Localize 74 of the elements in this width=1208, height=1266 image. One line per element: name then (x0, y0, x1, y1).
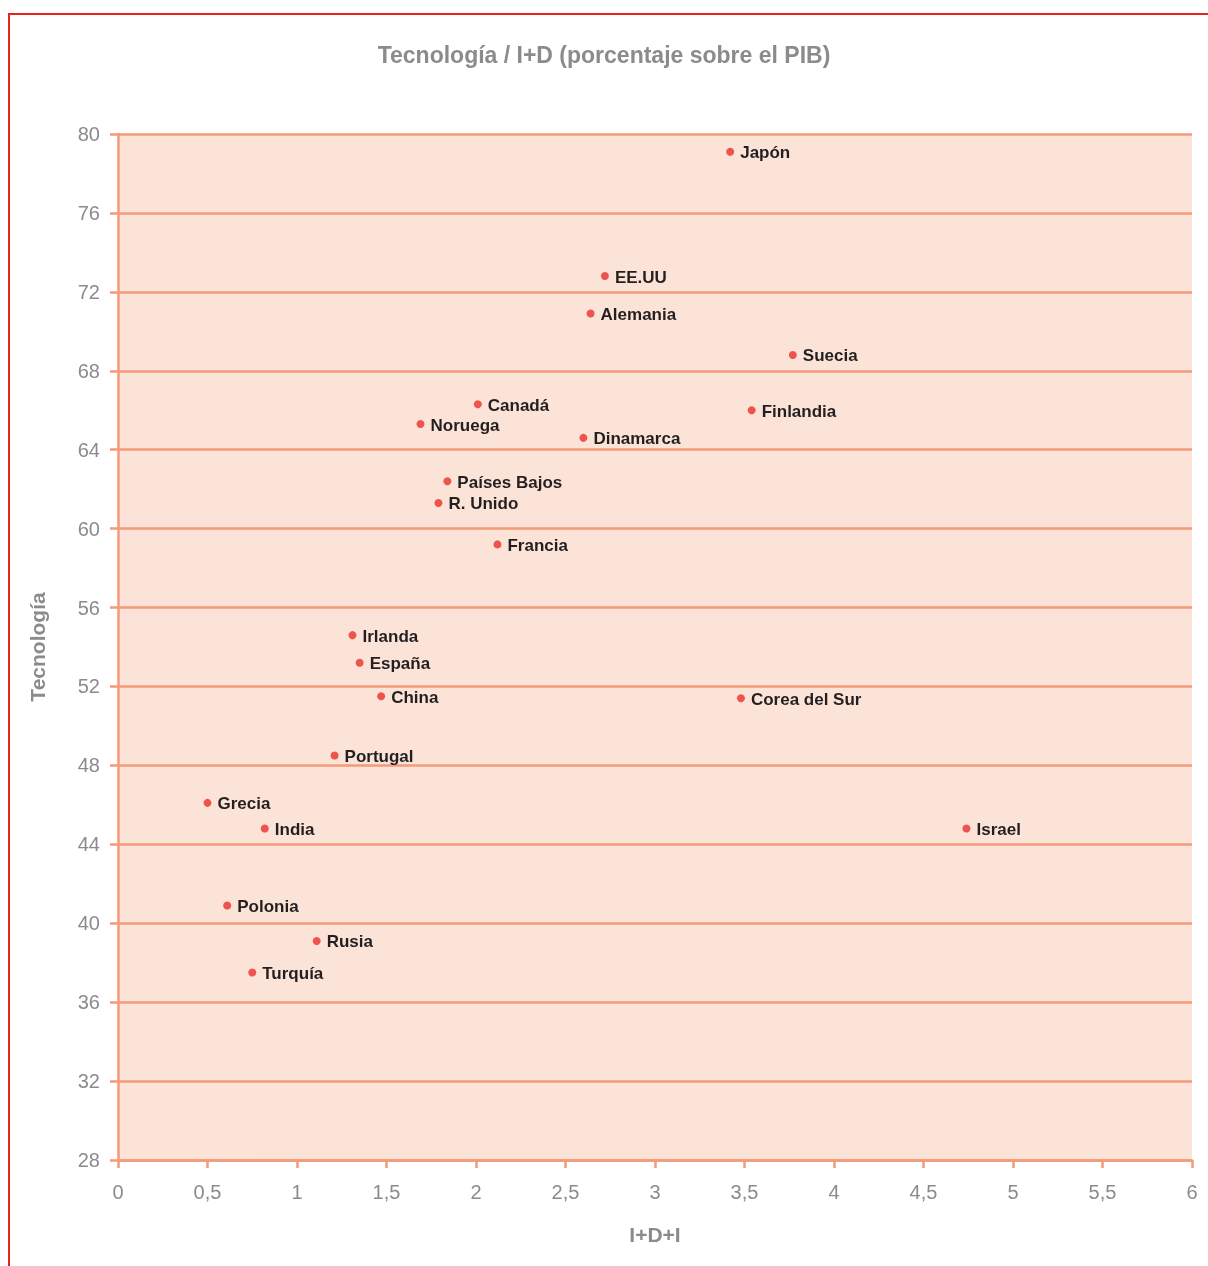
x-tick-label: 1,5 (372, 1181, 401, 1203)
x-tick-label: 3,5 (730, 1181, 759, 1203)
x-tick-label: 4,5 (909, 1181, 938, 1203)
point (416, 420, 425, 429)
point (223, 901, 232, 910)
point (586, 309, 595, 318)
point (377, 692, 386, 701)
annotation: India (274, 820, 315, 840)
y-tick-label: 36 (77, 991, 100, 1014)
annotation: Israel (976, 820, 1021, 840)
y-tick-label: 28 (77, 1149, 100, 1171)
point (260, 824, 269, 833)
point (443, 477, 452, 486)
y-tick-label: 52 (77, 675, 100, 698)
x-tick-label: 0 (112, 1181, 124, 1203)
point (726, 147, 735, 156)
y-tick-label: 48 (77, 754, 100, 777)
x-tick-label: 6 (1186, 1181, 1198, 1203)
annotation: España (369, 654, 431, 674)
chart-title: Tecnología / I+D (porcentaje sobre el PIB) (377, 41, 831, 68)
annotation: Alemania (600, 305, 677, 325)
point (736, 694, 745, 703)
point (579, 433, 588, 442)
y-tick-label: 40 (77, 912, 100, 935)
annotation: Irlanda (362, 626, 419, 646)
y-tick-label: 32 (77, 1070, 100, 1093)
point (747, 406, 756, 415)
y-tick-label: 56 (77, 596, 100, 619)
annotation: R. Unido (448, 494, 519, 514)
x-tick-label: 5,5 (1088, 1181, 1117, 1203)
x-tick-label: 0,5 (193, 1181, 222, 1203)
point (203, 798, 212, 807)
y-axis-title: Tecnología (26, 592, 49, 702)
point (355, 658, 364, 667)
x-tick-label: 2,5 (551, 1181, 580, 1203)
point (600, 272, 609, 281)
annotation: Corea del Sur (750, 689, 862, 709)
annotation: Finlandia (761, 401, 837, 421)
annotation: Grecia (217, 794, 271, 814)
x-axis-title: I+D+I (629, 1223, 681, 1246)
annotation: Japón (740, 143, 791, 163)
point (348, 631, 357, 640)
y-tick-label: 80 (77, 123, 100, 145)
annotation: Países Bajos (457, 472, 563, 492)
annotation: EE.UU (614, 267, 667, 287)
point (473, 400, 482, 409)
annotation: Noruega (430, 415, 501, 435)
x-tick-label: 2 (470, 1181, 482, 1203)
point (788, 350, 797, 359)
x-tick-label: 1 (291, 1181, 303, 1203)
annotation: Canadá (487, 395, 550, 415)
point (962, 824, 971, 833)
annotation: Turquía (262, 964, 324, 984)
point (312, 936, 321, 945)
annotation: Polonia (237, 896, 300, 916)
point (248, 968, 257, 977)
y-tick-label: 64 (77, 438, 100, 461)
annotation: Rusia (326, 932, 374, 952)
annotation: China (391, 687, 439, 707)
point (493, 540, 502, 549)
x-tick-label: 5 (1007, 1181, 1019, 1203)
point (434, 498, 443, 507)
y-tick-label: 72 (77, 280, 100, 303)
annotation: Dinamarca (593, 429, 681, 449)
annotation: Portugal (344, 747, 414, 767)
y-tick-label: 44 (77, 833, 100, 856)
y-tick-label: 76 (77, 201, 100, 224)
annotation: Suecia (802, 346, 859, 366)
point (330, 751, 339, 760)
x-tick-label: 4 (828, 1181, 840, 1203)
annotation: Francia (507, 535, 569, 555)
y-tick-label: 60 (77, 517, 100, 540)
x-tick-label: 3 (649, 1181, 661, 1203)
y-tick-label: 68 (77, 359, 100, 382)
